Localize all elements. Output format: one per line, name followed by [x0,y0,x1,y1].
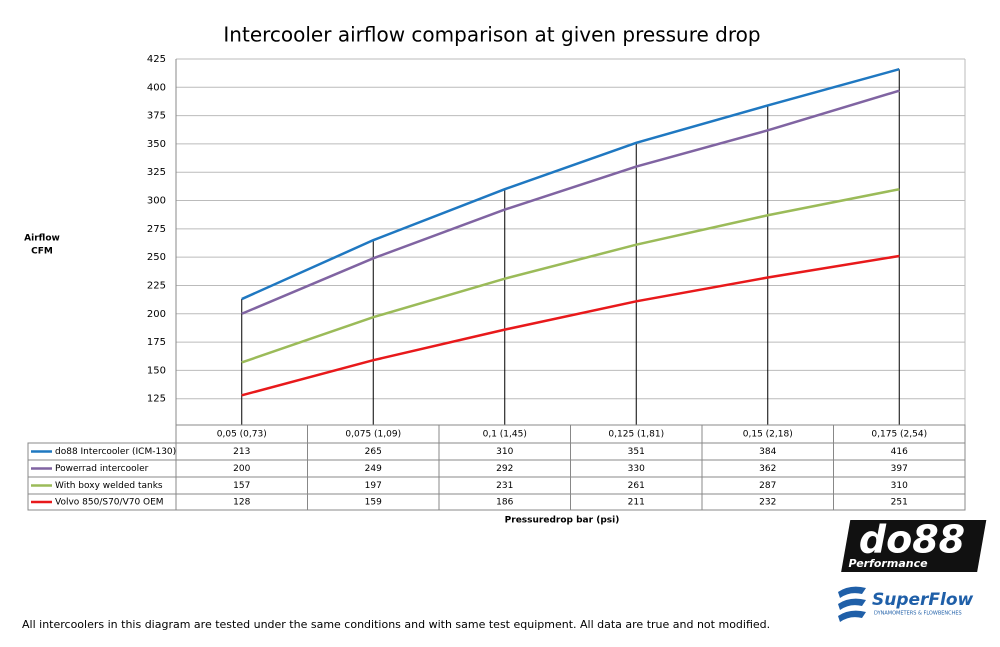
table-value: 384 [759,447,776,457]
x-axis-title: Pressuredrop bar (psi) [505,516,620,526]
table-value: 310 [891,481,908,491]
table-value: 251 [891,498,908,508]
y-tick-label: 425 [147,54,166,65]
table-value: 200 [233,464,250,474]
x-tick-label: 0,175 (2,54) [871,430,927,440]
table-value: 351 [628,447,645,457]
table-value: 157 [233,481,250,491]
y-tick-label: 150 [147,365,166,376]
table-value: 397 [891,464,908,474]
x-tick-label: 0,15 (2,18) [743,430,793,440]
legend-label: With boxy welded tanks [55,481,163,491]
logo-subtext: DYNAMOMETERS & FLOWBENCHES [874,611,962,617]
y-tick-label: 125 [147,394,166,405]
logo-text: do88 [859,518,965,562]
series-line [241,89,900,315]
x-tick-label: 0,125 (1,81) [608,430,664,440]
table-value: 416 [891,447,908,457]
do88-logo: do88 Performance [841,518,987,572]
y-tick-label: 275 [147,224,166,235]
table-value: 261 [628,481,645,491]
y-tick-label: 350 [147,139,166,150]
table-value: 128 [233,498,250,508]
logo-background [841,520,987,572]
y-tick-label: 225 [147,280,166,291]
y-tick-label: 325 [147,167,166,178]
legend-label: do88 Intercooler (ICM-130) [55,447,176,457]
logo-subtext: Performance [848,557,928,570]
table-value: 211 [628,498,645,508]
chart-title: Intercooler airflow comparison at given … [223,23,760,47]
logo-text: SuperFlow [872,590,974,610]
footnote: All intercoolers in this diagram are tes… [22,618,770,631]
table-value: 186 [496,498,513,508]
y-tick-label: 200 [147,309,166,320]
logo-icon [838,586,866,622]
series-line [241,254,900,397]
x-tick-label: 0,075 (1,09) [345,430,401,440]
x-tick-label: 0,1 (1,45) [483,430,527,440]
y-tick-label: 400 [147,82,166,93]
y-tick-label: 375 [147,111,166,122]
legend-label: Powerrad intercooler [55,464,149,474]
x-tick-label: 0,05 (0,73) [217,430,267,440]
table-value: 213 [233,447,250,457]
y-tick-label: 300 [147,196,166,207]
table-value: 159 [365,498,382,508]
table-value: 265 [365,447,382,457]
table-value: 310 [496,447,513,457]
table-value: 197 [365,481,382,491]
y-tick-label: 175 [147,337,166,348]
y-axis-title: CFM [31,247,53,257]
table-value: 330 [628,464,645,474]
legend-label: Volvo 850/S70/V70 OEM [55,498,164,508]
table-value: 231 [496,481,513,491]
series-line [241,187,900,364]
y-tick-label: 250 [147,252,166,263]
series-line [241,67,900,301]
table-value: 292 [496,464,513,474]
table-value: 287 [759,481,776,491]
table-value: 362 [759,464,776,474]
table-value: 232 [759,498,776,508]
superflow-logo: SuperFlow DYNAMOMETERS & FLOWBENCHES [838,586,974,622]
y-axis-title: Airflow [24,234,60,244]
table-value: 249 [365,464,382,474]
